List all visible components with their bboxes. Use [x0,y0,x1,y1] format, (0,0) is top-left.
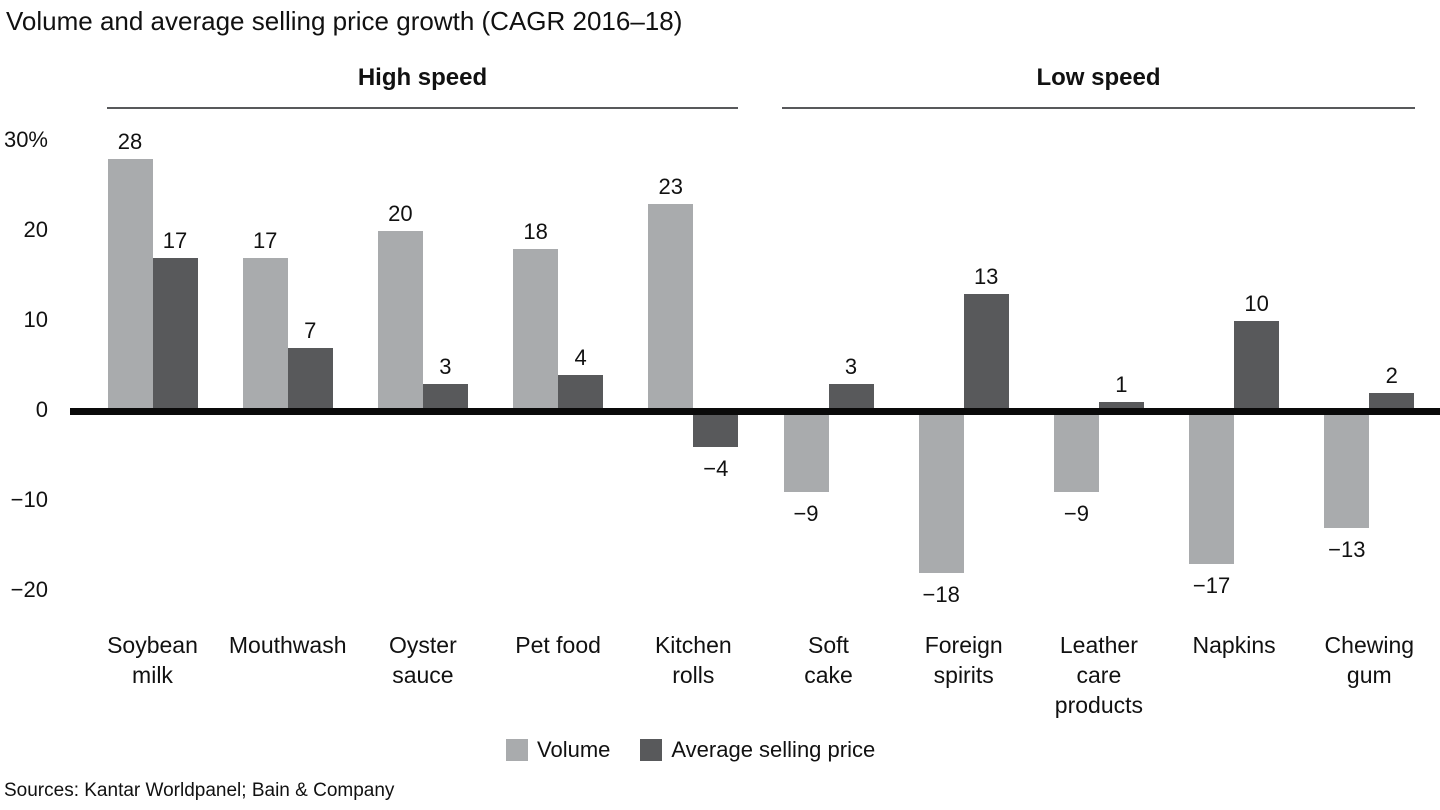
value-label-volume-leather-care-products: −9 [1063,501,1089,526]
value-label-asp-pet-food: 4 [574,345,587,370]
bar-volume-leather-care-products [1053,411,1099,492]
volume-swatch [506,739,528,761]
bar-volume-chewing-gum [1324,411,1370,528]
value-label-asp-soft-cake: 3 [844,354,858,379]
bar-asp-oyster-sauce [422,384,468,411]
bar-asp-chewing-gum [1369,393,1415,411]
value-label-asp-oyster-sauce: 3 [439,354,452,379]
value-label-volume-mouthwash: 17 [252,228,278,253]
value-label-volume-soybean-milk: 28 [117,129,143,154]
category-label-soft-cake: Soft cake [804,632,853,688]
value-label-volume-pet-food: 18 [523,219,548,244]
legend-label: Average selling price [671,737,876,762]
source-line: Sources: Kantar Worldpanel; Bain & Compa… [4,780,395,801]
y-tick-label: −20 [10,577,48,602]
bar-asp-foreign-spirits [963,294,1009,411]
value-label-volume-oyster-sauce: 20 [388,201,413,226]
bar-volume-soft-cake [783,411,829,492]
category-label-leather-care-products: Leather care products [1054,632,1143,718]
value-label-volume-foreign-spirits: −18 [922,582,960,607]
category-label-mouthwash: Mouthwash [228,632,347,658]
y-tick-label: 20 [23,217,48,242]
group-underline-high-speed [107,107,738,109]
category-label-oyster-sauce: Oyster sauce [389,632,457,688]
bar-asp-pet-food [558,375,604,411]
value-label-asp-chewing-gum: 2 [1385,363,1398,388]
value-label-asp-napkins: 10 [1244,291,1269,316]
value-label-asp-leather-care-products: 1 [1115,372,1128,397]
chart-title: Volume and average selling price growth … [6,6,683,36]
category-label-foreign-spirits: Foreign spirits [924,632,1003,688]
bar-asp-soft-cake [828,384,874,411]
category-label-kitchen-rolls: Kitchen rolls [654,632,732,688]
category-label-napkins: Napkins [1192,632,1276,658]
value-label-asp-mouthwash: 7 [304,318,317,343]
value-label-volume-kitchen-rolls: 23 [658,174,684,199]
value-label-asp-kitchen-rolls: −4 [703,456,729,481]
y-tick-label: −10 [10,487,48,512]
bar-asp-soybean-milk [152,258,198,411]
value-label-asp-foreign-spirits: 13 [973,264,999,289]
bar-asp-napkins [1234,321,1280,411]
bar-volume-pet-food [513,249,559,411]
group-header-low-speed: Low speed [1036,64,1161,91]
bar-volume-kitchen-rolls [648,204,694,411]
bar-asp-kitchen-rolls [693,411,739,447]
bar-asp-leather-care-products [1098,402,1144,411]
group-header-high-speed: High speed [357,64,488,91]
legend-item-volume: Volume [506,737,610,763]
value-label-volume-chewing-gum: −13 [1328,537,1366,562]
legend: Volume Average selling price [506,737,875,763]
value-label-asp-soybean-milk: 17 [162,228,188,253]
legend-item-average-selling-price: Average selling price [640,737,875,763]
value-label-volume-napkins: −17 [1192,573,1231,598]
category-label-pet-food: Pet food [515,632,601,658]
bar-volume-foreign-spirits [918,411,964,573]
bar-asp-mouthwash [287,348,333,411]
bar-volume-soybean-milk [107,159,153,411]
bar-volume-napkins [1189,411,1235,564]
bar-volume-oyster-sauce [377,231,423,411]
y-tick-label: 0 [35,397,48,422]
value-label-volume-soft-cake: −9 [793,501,819,526]
group-underline-low-speed [782,107,1415,109]
average-selling-price-swatch [640,739,663,761]
y-tick-label: 10 [23,307,48,332]
y-tick-label: 30% [3,127,48,152]
category-label-soybean-milk: Soybean milk [107,632,198,688]
bar-volume-mouthwash [242,258,288,411]
category-label-chewing-gum: Chewing gum [1324,632,1415,688]
legend-label: Volume [537,737,611,762]
zero-axis-line [70,408,1440,415]
